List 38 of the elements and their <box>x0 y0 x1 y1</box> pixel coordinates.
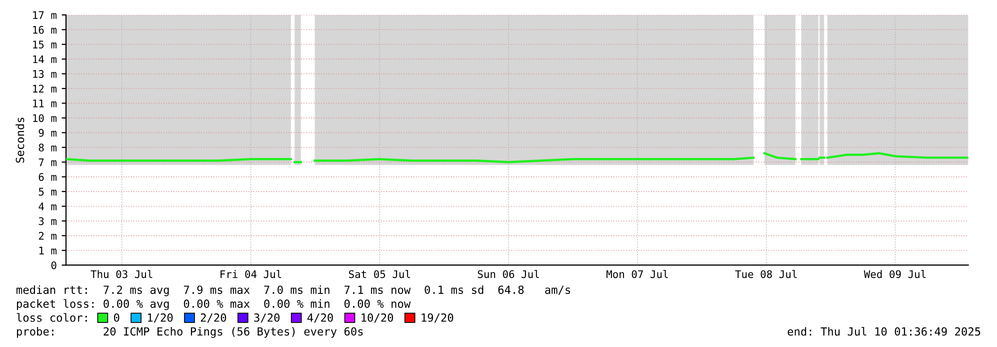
text: probe: 20 ICMP Echo Pings (56 Bytes) every 60s <box>16 327 363 338</box>
x-tick-label: Sat 05 Jul <box>349 270 410 278</box>
y-tick-label: 7 m <box>38 158 56 166</box>
y-tick-label: 11 m <box>33 100 56 108</box>
text: packet loss: 0.00 % avg 0.00 % max 0.00 % min 0.00 % now <box>16 299 411 310</box>
legend-label: 1/20 <box>148 313 173 323</box>
legend-label: 2/20 <box>200 313 226 323</box>
y-tick-label: 0 <box>51 261 56 270</box>
legend-label: 4/20 <box>307 313 333 323</box>
x-tick-label: Wed 09 Jul <box>864 270 926 278</box>
y-tick-label: 16 m <box>33 26 56 34</box>
y-tick-label: 9 m <box>38 128 56 137</box>
y-tick-label: 1 m <box>39 246 56 254</box>
y-tick-label: 6 m <box>38 173 56 181</box>
legend-label: 10/20 <box>362 313 394 323</box>
x-tick-label: Mon 07 Jul <box>606 270 668 278</box>
y-tick-label: 10 m <box>33 114 56 122</box>
y-tick-label: 5 m <box>38 188 56 196</box>
x-tick-label: Fri 04 Jul <box>220 270 282 278</box>
legend-label: 0 <box>114 313 120 322</box>
x-tick-label: Thu 03 Jul <box>90 270 152 278</box>
y-tick-label: 17 m <box>33 11 56 19</box>
text: median rtt: 7.2 ms avg 7.9 ms max 7.0 ms min 7.1 ms now 0.1 ms sd 64.8 am/s <box>16 285 570 296</box>
y-tick-label: 8 m <box>38 144 56 152</box>
x-tick-label: Tue 08 Jul <box>735 270 797 278</box>
y-tick-label: 4 m <box>38 202 56 210</box>
y-tick-label: 14 m <box>33 55 56 64</box>
legend-label: 3/20 <box>254 313 280 323</box>
x-tick-label: Sun 06 Jul <box>478 270 539 278</box>
legend-label: 19/20 <box>422 313 454 323</box>
y-tick-label: 15 m <box>33 40 56 48</box>
y-tick-label: 13 m <box>33 70 56 78</box>
text: end: Thu Jul 10 01:36:49 2025 <box>788 327 980 336</box>
y-axis-title: Seconds <box>16 118 24 163</box>
y-tick-label: 2 m <box>38 232 56 240</box>
y-tick-label: 12 m <box>33 84 56 92</box>
y-tick-label: 3 m <box>38 217 56 226</box>
text: loss color: <box>16 313 87 322</box>
